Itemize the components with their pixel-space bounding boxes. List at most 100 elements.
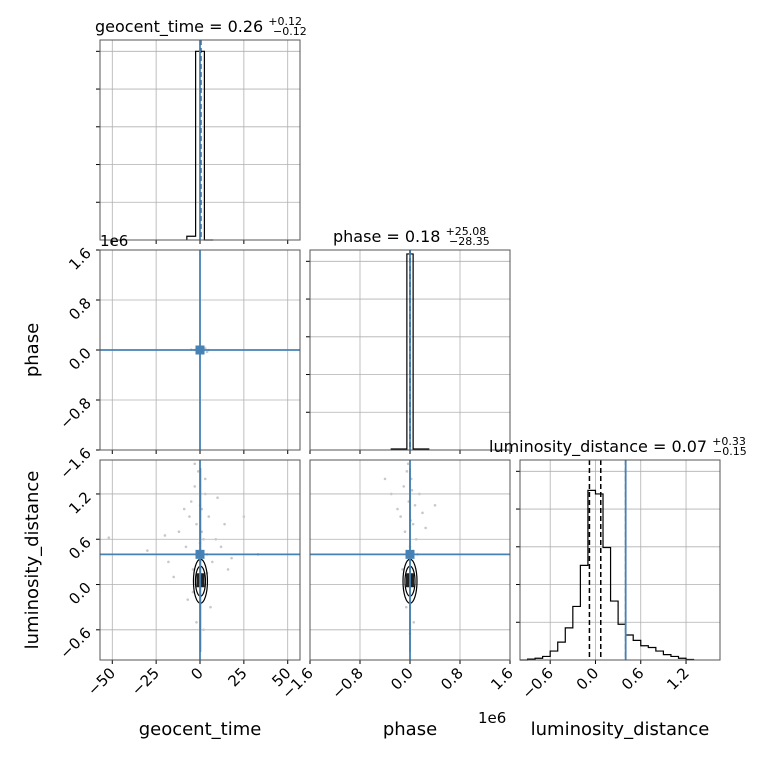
x-axis-label-phase: phase: [383, 719, 437, 740]
scatter-point-phase-vs-luminosity_distance-8: [411, 522, 415, 526]
y-axis-label-luminosity-distance: luminosity_distance: [22, 471, 43, 650]
scatter-point-geocent_time-vs-phase-4: [205, 350, 209, 354]
title-phase: phase = 0.18 +25.08: [333, 225, 486, 246]
scatter-point-phase-vs-luminosity_distance-2: [399, 515, 402, 518]
scatter-point-phase-vs-luminosity_distance-0: [389, 492, 393, 496]
scatter-point-phase-vs-luminosity_distance-10: [414, 537, 418, 541]
scatter-point-phase-vs-luminosity_distance-21: [433, 503, 437, 507]
scatter-point-geocent_time-vs-luminosity_distance-5: [191, 568, 195, 571]
truth-marker-phase-vs-luminosity_distance: [405, 549, 415, 559]
scatter-point-geocent_time-vs-luminosity_distance-22: [193, 462, 197, 466]
panel-border-geocent_time-vs-luminosity_distance: [99, 459, 301, 661]
scatter-point-geocent_time-vs-luminosity_distance-1: [177, 530, 181, 533]
title-phase-minus: −28.35: [449, 235, 490, 248]
scatter-point-geocent_time-vs-luminosity_distance-38: [146, 549, 149, 552]
tick-label-y-geocent_time-vs-phase-3: 0.8: [65, 294, 95, 324]
scatter-point-phase-vs-luminosity_distance-9: [413, 503, 417, 507]
scatter-point-phase-vs-luminosity_distance-12: [421, 511, 424, 515]
scatter-point-geocent_time-vs-luminosity_distance-17: [226, 568, 230, 571]
scatter-point-geocent_time-vs-luminosity_distance-30: [182, 507, 186, 511]
tick-label-x-geocent_time-vs-luminosity_distance-1: −25: [128, 664, 163, 699]
panel-border-geocent_time-vs-phase: [99, 249, 301, 451]
tick-label-x-phase-vs-luminosity_distance-2: 0.0: [387, 664, 417, 694]
panel-bg-hist-luminosity_distance: [520, 460, 720, 660]
title-luminosity-distance-plus: +0.33: [712, 435, 746, 448]
scatter-point-geocent_time-vs-luminosity_distance-4: [189, 500, 193, 503]
panel-border-hist-phase: [309, 249, 511, 451]
histogram-luminosity_distance: [520, 489, 695, 661]
tick-label-y-geocent_time-vs-phase-2: 0.0: [65, 344, 95, 374]
title-luminosity-distance-minus: −0.15: [713, 445, 747, 458]
scatter-point-phase-vs-luminosity_distance-14: [404, 605, 408, 609]
tick-label-x-hist-luminosity_distance-2: 0.6: [618, 664, 648, 694]
scatter-point-geocent_time-vs-luminosity_distance-7: [195, 522, 198, 526]
scatter-point-geocent_time-vs-luminosity_distance-16: [219, 545, 223, 549]
scatter-point-phase-vs-luminosity_distance-20: [383, 477, 387, 481]
scatter-point-geocent_time-vs-luminosity_distance-34: [163, 534, 167, 537]
scatter-point-geocent_time-vs-luminosity_distance-36: [107, 536, 111, 540]
tick-label-y-geocent_time-vs-luminosity_distance-3: 1.2: [65, 488, 95, 518]
scatter-point-phase-vs-luminosity_distance-4: [403, 530, 407, 533]
tick-label-x-phase-vs-luminosity_distance-4: 1.6: [487, 664, 517, 694]
tick-label-x-geocent_time-vs-luminosity_distance-2: 0: [187, 664, 206, 683]
scatter-point-geocent_time-vs-luminosity_distance-19: [223, 522, 226, 526]
scatter-point-geocent_time-vs-luminosity_distance-39: [242, 515, 246, 518]
scatter-point-geocent_time-vs-luminosity_distance-31: [216, 496, 219, 500]
scatter-point-geocent_time-vs-luminosity_distance-35: [230, 556, 233, 560]
tick-label-y-geocent_time-vs-luminosity_distance-1: 0.0: [65, 579, 95, 609]
scatter-point-geocent_time-vs-luminosity_distance-25: [202, 628, 205, 632]
tick-label-x-hist-luminosity_distance-1: 0.0: [573, 664, 603, 694]
scatter-point-phase-vs-luminosity_distance-13: [424, 526, 427, 530]
scatter-point-geocent_time-vs-luminosity_distance-23: [203, 477, 207, 481]
title-geocent-time: geocent_time = 0.26 +0.12: [95, 15, 302, 37]
scatter-point-geocent_time-vs-luminosity_distance-14: [210, 560, 214, 564]
scatter-point-phase-vs-luminosity_distance-16: [406, 462, 410, 466]
x-axis-label-luminosity-distance: luminosity_distance: [531, 719, 710, 740]
truth-marker-geocent_time-vs-luminosity_distance: [195, 549, 205, 559]
scatter-point-geocent_time-vs-phase-6: [203, 347, 207, 350]
title-phase-plus: +25.08: [446, 225, 487, 238]
title-luminosity-distance: luminosity_distance = 0.07 +0.33: [489, 435, 746, 457]
title-geocent-time-plus: +0.12: [268, 15, 302, 28]
tick-label-y-geocent_time-vs-phase-1: −0.8: [56, 394, 94, 432]
scatter-point-geocent_time-vs-luminosity_distance-20: [186, 598, 190, 601]
y-axis-label-phase: phase: [22, 323, 43, 377]
tick-label-y-geocent_time-vs-luminosity_distance-0: −0.6: [56, 624, 94, 662]
tick-label-x-phase-vs-luminosity_distance-3: 0.8: [437, 664, 467, 694]
offset-label-phase-y: 1e6: [100, 232, 128, 250]
scatter-point-phase-vs-luminosity_distance-3: [402, 485, 406, 488]
scatter-point-geocent_time-vs-luminosity_distance-2: [184, 545, 188, 549]
panel-border-hist-luminosity_distance: [519, 459, 721, 661]
truth-marker-geocent_time-vs-phase: [195, 345, 205, 355]
title-geocent-time-minus: −0.12: [273, 25, 307, 38]
scatter-point-phase-vs-luminosity_distance-15: [412, 620, 416, 624]
panel-border-hist-geocent_time: [99, 39, 301, 241]
scatter-point-geocent_time-vs-luminosity_distance-13: [207, 515, 211, 518]
scatter-point-phase-vs-luminosity_distance-23: [401, 568, 404, 571]
scatter-point-geocent_time-vs-luminosity_distance-24: [195, 620, 198, 624]
scatter-point-geocent_time-vs-luminosity_distance-15: [214, 537, 218, 541]
tick-label-x-geocent_time-vs-luminosity_distance-3: 25: [224, 664, 250, 690]
corner-panels: −0.6 0.0 0.6 1.2−1.6−0.80.00.81.6−50 −25 0 25 5…: [56, 39, 721, 703]
scatter-point-phase-vs-luminosity_distance-11: [418, 492, 421, 496]
tick-label-x-hist-luminosity_distance-3: 1.2: [663, 664, 693, 694]
tick-label-y-geocent_time-vs-phase-4: 1.6: [65, 244, 95, 274]
scatter-point-geocent_time-vs-luminosity_distance-11: [203, 492, 207, 496]
scatter-point-geocent_time-vs-luminosity_distance-0: [167, 560, 170, 564]
scatter-point-phase-vs-luminosity_distance-17: [410, 488, 414, 492]
panel-border-phase-vs-luminosity_distance: [309, 459, 511, 661]
scatter-point-geocent_time-vs-luminosity_distance-10: [202, 537, 205, 541]
scatter-point-geocent_time-vs-luminosity_distance-8: [196, 470, 200, 473]
tick-label-x-hist-luminosity_distance-0: −0.6: [519, 664, 557, 702]
tick-label-x-phase-vs-luminosity_distance-1: −0.8: [328, 664, 366, 702]
tick-label-y-geocent_time-vs-luminosity_distance-2: 0.6: [65, 533, 95, 563]
scatter-point-phase-vs-luminosity_distance-1: [396, 507, 399, 511]
offset-label-phase-x: 1e6: [478, 709, 506, 727]
x-axis-label-geocent-time: geocent_time: [139, 719, 262, 740]
scatter-point-geocent_time-vs-luminosity_distance-3: [188, 515, 191, 518]
scatter-point-phase-vs-luminosity_distance-5: [405, 470, 409, 473]
tick-label-y-geocent_time-vs-phase-0: −1.6: [56, 444, 94, 482]
scatter-point-geocent_time-vs-luminosity_distance-21: [209, 605, 212, 609]
tick-label-x-geocent_time-vs-luminosity_distance-0: −50: [84, 664, 119, 699]
